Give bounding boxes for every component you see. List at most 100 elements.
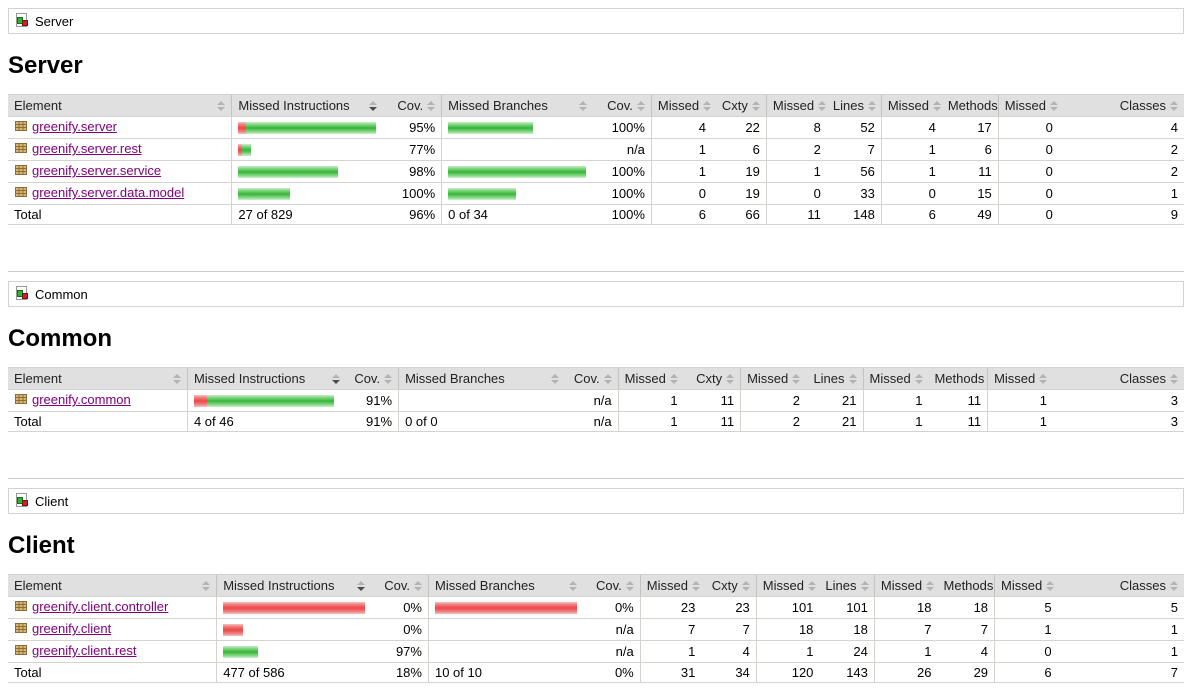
total-branches-coverage: 100% <box>592 204 652 225</box>
sort-updown-icon <box>1046 580 1055 591</box>
column-header-missed[interactable]: Missed <box>639 574 702 597</box>
table-row: greenify.client.rest 97% n/a 1 4 1 24 1 4 0 1 <box>8 640 1184 663</box>
column-header-missed-branches[interactable]: Missed Branches <box>427 574 584 597</box>
column-header-methods[interactable]: Methods <box>928 367 988 390</box>
column-header-cov-[interactable]: Cov. <box>565 367 619 390</box>
total-branches: 0 of 0 <box>398 411 566 432</box>
sort-updown-icon <box>569 580 578 591</box>
instructions-coverage-cell: 77% <box>383 138 442 161</box>
column-header-missed[interactable]: Missed <box>997 94 1059 117</box>
total-row: Total 4 of 46 91% 0 of 0 n/a 1 11 2 21 1 11 1 3 <box>8 411 1184 432</box>
breadcrumb-label: Client <box>35 493 69 509</box>
instructions-coverage-cell: 91% <box>345 389 399 412</box>
coverage-bar <box>405 395 559 407</box>
instructions-bar-cell <box>216 596 372 619</box>
counter-cell: 0 <box>765 182 827 205</box>
column-header-missed[interactable]: Missed <box>617 367 684 390</box>
column-header-missed-instructions[interactable]: Missed Instructions <box>231 94 384 117</box>
column-header-lines[interactable]: Lines <box>806 367 864 390</box>
column-header-classes[interactable]: Classes <box>1058 94 1184 117</box>
sort-updown-icon <box>741 580 750 591</box>
counter-cell: 56 <box>826 160 882 183</box>
package-link[interactable]: greenify.server.service <box>32 163 162 178</box>
column-header-label: Classes <box>1119 578 1166 593</box>
counter-cell: 11 <box>941 160 999 183</box>
column-header-element[interactable]: Element <box>8 574 217 597</box>
column-header-missed[interactable]: Missed <box>740 367 807 390</box>
column-header-lines[interactable]: Lines <box>819 574 875 597</box>
total-instructions: 477 of 586 <box>216 662 372 683</box>
column-header-missed[interactable]: Missed <box>994 574 1058 597</box>
total-branches: 0 of 34 <box>441 204 593 225</box>
counter-cell: 0 <box>997 160 1059 183</box>
package-icon <box>14 392 28 409</box>
column-header-label: Methods <box>934 371 985 386</box>
column-header-missed-instructions[interactable]: Missed Instructions <box>186 367 346 390</box>
coverage-bar <box>193 394 340 407</box>
counter-cell: 1 <box>765 160 827 183</box>
package-icon <box>14 643 28 660</box>
column-header-label: Missed <box>880 578 923 593</box>
package-link[interactable]: greenify.server.rest <box>32 141 142 156</box>
package-link[interactable]: greenify.server <box>32 119 118 134</box>
package-link[interactable]: greenify.server.data.model <box>32 185 185 200</box>
column-header-missed-branches[interactable]: Missed Branches <box>441 94 593 117</box>
column-header-methods[interactable]: Methods <box>937 574 995 597</box>
column-header-missed[interactable]: Missed <box>987 367 1053 390</box>
counter-cell: 0 <box>997 138 1059 161</box>
column-header-cov-[interactable]: Cov. <box>583 574 641 597</box>
table-header: Element Missed Instructions Cov. Missed Bra… <box>8 367 1184 390</box>
branches-bar-cell <box>441 138 593 161</box>
table-row: greenify.server.service 98% 100% 1 19 1 56 1 11 0… <box>8 160 1184 183</box>
sort-updown-icon <box>1170 580 1178 591</box>
counter-cell: 7 <box>639 618 702 641</box>
column-header-cov-[interactable]: Cov. <box>592 94 652 117</box>
branches-bar-cell <box>427 618 584 641</box>
column-header-label: Missed Branches <box>405 371 505 386</box>
column-header-missed[interactable]: Missed <box>650 94 712 117</box>
counter-cell: 22 <box>711 116 767 139</box>
counter-cell: 1 <box>1057 618 1184 641</box>
column-header-label: Missed <box>869 371 911 386</box>
package-link[interactable]: greenify.client.rest <box>32 643 137 658</box>
column-header-cxty[interactable]: Cxty <box>711 94 767 117</box>
column-header-missed[interactable]: Missed <box>880 94 942 117</box>
sort-updown-icon <box>751 100 760 111</box>
column-header-cxty[interactable]: Cxty <box>683 367 741 390</box>
column-header-missed-branches[interactable]: Missed Branches <box>398 367 566 390</box>
column-header-classes[interactable]: Classes <box>1057 574 1184 597</box>
column-header-cov-[interactable]: Cov. <box>345 367 399 390</box>
page-title: Server <box>8 52 83 79</box>
column-header-methods[interactable]: Methods <box>941 94 999 117</box>
total-counter-cell: 1 <box>987 411 1053 432</box>
element-cell: greenify.client.rest <box>8 640 217 663</box>
column-header-missed[interactable]: Missed <box>765 94 827 117</box>
package-link[interactable]: greenify.client.controller <box>32 599 169 614</box>
counter-cell: 1 <box>1058 182 1184 205</box>
column-header-cxty[interactable]: Cxty <box>701 574 757 597</box>
column-header-missed[interactable]: Missed <box>873 574 938 597</box>
column-header-cov-[interactable]: Cov. <box>383 94 442 117</box>
column-header-missed[interactable]: Missed <box>755 574 820 597</box>
counter-cell: 11 <box>928 389 988 412</box>
column-header-label: Cxty <box>711 578 738 593</box>
column-header-lines[interactable]: Lines <box>826 94 882 117</box>
column-header-classes[interactable]: Classes <box>1053 367 1184 390</box>
counter-cell: 101 <box>755 596 820 619</box>
counter-cell: 2 <box>1058 138 1184 161</box>
counter-cell: 6 <box>941 138 999 161</box>
coverage-bar <box>434 601 578 614</box>
total-label: Total <box>8 662 217 683</box>
breadcrumb-label: Server <box>35 13 74 29</box>
column-header-missed[interactable]: Missed <box>862 367 929 390</box>
counter-cell: 4 <box>650 116 712 139</box>
package-link[interactable]: greenify.client <box>32 621 112 636</box>
branches-bar-cell <box>441 116 593 139</box>
column-header-missed-instructions[interactable]: Missed Instructions <box>216 574 372 597</box>
package-link[interactable]: greenify.common <box>32 392 131 407</box>
column-header-element[interactable]: Element <box>8 94 232 117</box>
counter-cell: 1 <box>755 640 820 663</box>
column-header-cov-[interactable]: Cov. <box>371 574 429 597</box>
counter-cell: 1 <box>639 640 702 663</box>
column-header-element[interactable]: Element <box>8 367 188 390</box>
